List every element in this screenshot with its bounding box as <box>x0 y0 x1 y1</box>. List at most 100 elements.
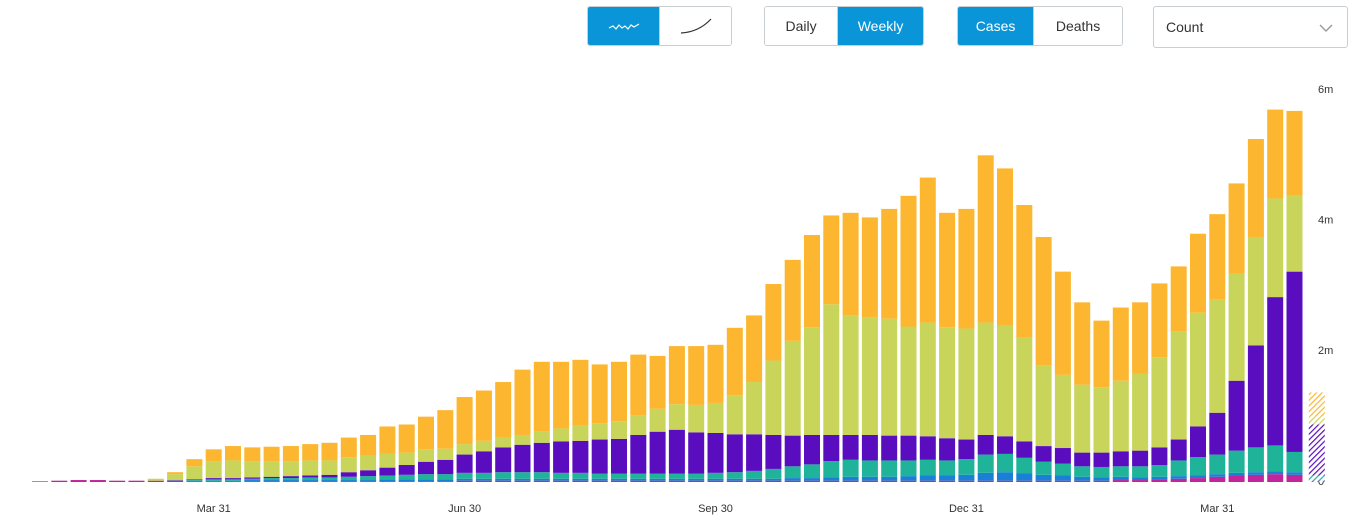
bar-segment <box>842 476 859 481</box>
bar-segment <box>649 355 666 409</box>
bar-segment <box>1054 271 1071 375</box>
bar-segment <box>553 441 570 473</box>
bar-segment <box>997 453 1013 473</box>
bar-segment <box>514 434 531 445</box>
bar-segment <box>533 472 550 479</box>
bar-segment <box>437 459 454 475</box>
bar-segment <box>437 481 454 482</box>
bar-segment <box>765 360 782 435</box>
bar-segment <box>340 480 357 482</box>
bar-segment <box>1054 448 1071 464</box>
wave-icon <box>608 23 639 30</box>
bar-segment <box>958 474 975 481</box>
bar-segment <box>1209 412 1226 455</box>
bar-segment <box>746 480 763 482</box>
bar-segment <box>282 478 299 481</box>
bar-segment <box>360 480 377 482</box>
bar-segment <box>649 473 666 479</box>
bar-segment <box>109 480 126 482</box>
bar-segment <box>1170 266 1187 332</box>
bar-segment <box>1035 446 1052 462</box>
interval-button[interactable]: Daily <box>765 7 838 45</box>
bar-segment <box>977 155 994 323</box>
bar-segment <box>804 478 820 481</box>
bar-segment <box>939 475 956 481</box>
bar-segment <box>1132 466 1149 478</box>
bar-segment <box>1209 454 1226 475</box>
bar-segment <box>514 369 531 435</box>
bar-segment <box>958 480 975 482</box>
bar-segment <box>784 478 801 481</box>
bar-segment <box>553 361 570 429</box>
bar-segment <box>1228 380 1245 451</box>
metric-button[interactable]: Deaths <box>1033 7 1122 45</box>
bar-segment <box>861 434 878 461</box>
bar-segment <box>707 433 724 473</box>
bar-segment <box>611 473 627 479</box>
metric-button[interactable]: Cases <box>958 7 1034 45</box>
bar-segment <box>823 480 840 482</box>
bar-segment <box>456 480 473 482</box>
bar-segment <box>263 476 280 479</box>
interval-button[interactable]: Weekly <box>837 7 923 45</box>
bar-segment <box>244 477 261 479</box>
bar-segment <box>514 478 531 481</box>
bar-segment <box>765 478 782 481</box>
bar-segment <box>437 410 454 449</box>
bar-segment <box>475 480 492 482</box>
bar-segment <box>668 404 685 430</box>
bar-segment <box>1170 478 1187 482</box>
bar-segment <box>591 439 608 474</box>
bar-segment <box>1247 237 1264 346</box>
measure-select[interactable]: Count <box>1153 6 1348 48</box>
bar-segment <box>1016 204 1033 338</box>
bar-segment <box>32 481 48 482</box>
bar-segment <box>1132 450 1149 467</box>
bar-segment <box>1132 373 1149 451</box>
bar-segment <box>900 195 917 327</box>
bar-segment <box>360 476 377 481</box>
bar-segment <box>746 382 763 435</box>
bar-segment <box>842 434 859 460</box>
bar-segment <box>861 460 878 477</box>
bar-segment <box>1190 475 1206 479</box>
bar-segment <box>418 481 434 482</box>
bar-segment <box>1035 365 1052 447</box>
curve-button[interactable] <box>659 7 731 45</box>
bar-segment <box>842 315 859 435</box>
bar-segment <box>379 453 396 468</box>
bar-segment <box>649 480 666 482</box>
bar-segment <box>1074 384 1091 453</box>
bar-segment <box>1267 109 1284 199</box>
bar-segment <box>1035 480 1052 482</box>
bar-segment <box>784 466 801 479</box>
bar-segment <box>379 479 396 482</box>
bar-segment <box>1286 451 1303 473</box>
bar-segment <box>437 474 454 480</box>
bar-segment <box>1209 299 1226 413</box>
bar-segment <box>1151 283 1168 358</box>
wave-button[interactable] <box>588 7 659 45</box>
bar-segment <box>1112 466 1129 477</box>
bar-segment <box>225 480 241 482</box>
bar-segment <box>630 473 647 479</box>
bar-segment <box>456 454 473 473</box>
bar-segment <box>360 434 377 456</box>
bar-segment <box>765 434 782 469</box>
bar-segment <box>495 472 512 479</box>
bar-segment <box>1132 480 1149 482</box>
bar-segment <box>997 480 1013 482</box>
bar-segment <box>726 395 743 435</box>
bar-segment <box>765 468 782 479</box>
bar-segment <box>1267 474 1284 482</box>
bar-segment <box>360 481 377 482</box>
bar-segment <box>688 478 705 481</box>
bar-segment <box>205 479 222 481</box>
bar-segment <box>167 480 184 482</box>
bar-segment <box>1190 457 1206 476</box>
bar-segment <box>977 434 994 455</box>
bar-segment <box>1247 474 1264 482</box>
bar-segment <box>360 470 377 477</box>
